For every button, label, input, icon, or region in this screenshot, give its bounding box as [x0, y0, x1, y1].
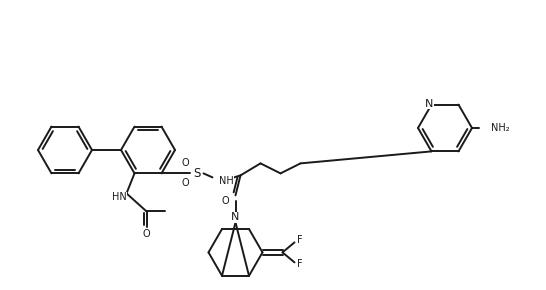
Text: N: N — [232, 212, 240, 222]
Text: NH₂: NH₂ — [491, 123, 509, 133]
Text: O: O — [222, 196, 229, 206]
Text: O: O — [182, 158, 189, 168]
Text: O: O — [143, 229, 150, 239]
Text: NH: NH — [218, 176, 233, 186]
Text: F: F — [296, 235, 302, 245]
Text: S: S — [193, 167, 200, 180]
Text: F: F — [296, 259, 302, 269]
Text: O: O — [182, 178, 189, 188]
Text: HN: HN — [112, 192, 127, 202]
Text: N: N — [425, 99, 434, 109]
